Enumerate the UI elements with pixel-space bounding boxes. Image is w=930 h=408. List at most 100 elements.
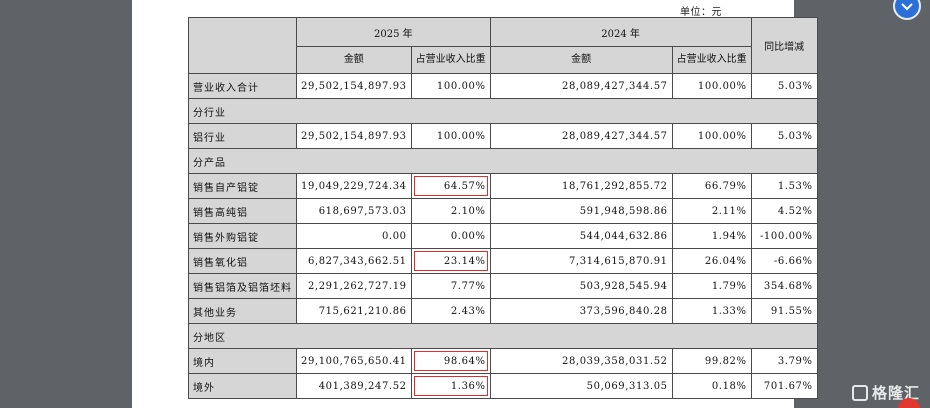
amount-2025-cell: 29,502,154,897.93 [296, 123, 412, 149]
section-label: 分行业 [188, 98, 818, 124]
yoy-cell: 701.67% [750, 373, 818, 399]
highlighted-share-value: 98.64% [443, 355, 486, 367]
section-label: 分产品 [188, 148, 818, 174]
row-label: 销售氧化铝 [188, 248, 297, 274]
amount-2024-cell: 50,069,313.05 [489, 373, 673, 399]
scroll-arrow-icon [901, 3, 913, 11]
amount-2025-cell: 6,827,343,662.51 [296, 248, 412, 274]
share-2025-cell: 23.14% [410, 248, 491, 274]
table-row: 销售自产铝锭 19,049,229,724.34 64.57% 18,761,292,… [188, 173, 818, 199]
highlight-box [413, 176, 488, 196]
row-label: 其他业务 [188, 298, 297, 324]
highlight-box [413, 376, 488, 396]
header-share-2025: 占营业收入比重 [410, 46, 491, 74]
share-2024-cell: 1.79% [671, 273, 752, 299]
amount-2025-cell: 19,049,229,724.34 [296, 173, 412, 199]
amount-2024-cell: 28,089,427,344.57 [489, 73, 673, 99]
share-2024-cell: 2.11% [671, 198, 752, 224]
header-year-2024: 2024 年 [489, 17, 752, 47]
table-row: 境内 29,100,765,650.41 98.64% 28,039,358,031.… [188, 348, 818, 374]
section-label: 分地区 [188, 323, 818, 349]
share-2024-cell: 66.79% [671, 173, 752, 199]
section-row: 分产品 [188, 148, 818, 174]
row-label: 境内 [188, 348, 297, 374]
amount-2024-cell: 28,089,427,344.57 [489, 123, 673, 149]
watermark-text: 格隆汇 [872, 384, 921, 402]
share-2024-cell: 100.00% [671, 73, 752, 99]
row-label: 营业收入合计 [188, 73, 297, 99]
highlighted-share-value: 64.57% [443, 180, 486, 192]
table-row: 铝行业 29,502,154,897.93 100.00% 28,089,427,34… [188, 123, 818, 149]
header-year-2025: 2025 年 [296, 17, 491, 47]
table-row: 其他业务 715,621,210.86 2.43% 373,596,840.28 1.3… [188, 298, 818, 324]
yoy-cell: 4.52% [750, 198, 818, 224]
yoy-cell: 5.03% [750, 73, 818, 99]
row-label: 销售高纯铝 [188, 198, 297, 224]
yoy-cell: -100.00% [750, 223, 818, 249]
yoy-cell: 3.79% [750, 348, 818, 374]
gelonghui-logo-icon [852, 384, 868, 401]
share-2025-cell: 64.57% [410, 173, 491, 199]
row-label: 境外 [188, 373, 297, 399]
unit-label: 单位：元 [680, 7, 722, 18]
share-2025-cell: 100.00% [410, 123, 491, 149]
header-share-2024: 占营业收入比重 [671, 46, 752, 74]
amount-2024-cell: 591,948,598.86 [489, 198, 673, 224]
table-row: 销售铝箔及铝箔坯料 2,291,262,727.19 7.77% 503,928,54… [188, 273, 818, 299]
header-amount-2025: 金额 [296, 46, 412, 74]
revenue-breakdown-table: 2025 年 2024 年 同比增减 金额 占营业收入比重 金额 占营业收入比重… [188, 17, 818, 399]
highlighted-share-value: 23.14% [443, 255, 486, 267]
share-2025-cell: 100.00% [410, 73, 491, 99]
amount-2025-cell: 715,621,210.86 [296, 298, 412, 324]
amount-2025-cell: 2,291,262,727.19 [296, 273, 412, 299]
amount-2025-cell: 29,502,154,897.93 [296, 73, 412, 99]
amount-2025-cell: 29,100,765,650.41 [296, 348, 412, 374]
row-label: 销售自产铝锭 [188, 173, 297, 199]
share-2024-cell: 1.94% [671, 223, 752, 249]
row-label: 销售外购铝锭 [188, 223, 297, 249]
share-2025-cell: 7.77% [410, 273, 491, 299]
amount-2025-cell: 0.00 [296, 223, 412, 249]
share-2025-cell: 2.43% [410, 298, 491, 324]
yoy-cell: 5.03% [750, 123, 818, 149]
amount-2024-cell: 503,928,545.94 [489, 273, 673, 299]
yoy-cell: 1.53% [750, 173, 818, 199]
share-2024-cell: 0.18% [671, 373, 752, 399]
amount-2025-cell: 618,697,573.03 [296, 198, 412, 224]
amount-2024-cell: 18,761,292,855.72 [489, 173, 673, 199]
table-row: 销售氧化铝 6,827,343,662.51 23.14% 7,314,615,870… [188, 248, 818, 274]
yoy-cell: -6.66% [750, 248, 818, 274]
share-2024-cell: 100.00% [671, 123, 752, 149]
yoy-cell: 354.68% [750, 273, 818, 299]
header-corner-cell [188, 17, 297, 74]
table-row: 销售高纯铝 618,697,573.03 2.10% 591,948,598.86 2.… [188, 198, 818, 224]
scroll-icon[interactable] [893, 0, 921, 20]
share-2024-cell: 1.33% [671, 298, 752, 324]
highlight-box [413, 251, 488, 271]
watermark: 格隆汇 [852, 382, 920, 403]
share-2025-cell: 2.10% [410, 198, 491, 224]
yoy-cell: 91.55% [750, 298, 818, 324]
table-row: 境外 401,389,247.52 1.36% 50,069,313.05 0.18% 7… [188, 373, 818, 399]
share-2025-cell: 1.36% [410, 373, 491, 399]
section-row: 分行业 [188, 98, 818, 124]
amount-2025-cell: 401,389,247.52 [296, 373, 412, 399]
share-2024-cell: 99.82% [671, 348, 752, 374]
header-amount-2024: 金额 [489, 46, 673, 74]
share-2025-cell: 98.64% [410, 348, 491, 374]
red-indicator-icon [898, 398, 920, 408]
amount-2024-cell: 28,039,358,031.52 [489, 348, 673, 374]
highlighted-share-value: 1.36% [450, 380, 486, 392]
share-2025-cell: 0.00% [410, 223, 491, 249]
header-yoy: 同比增减 [750, 17, 818, 74]
share-2024-cell: 26.04% [671, 248, 752, 274]
row-label: 铝行业 [188, 123, 297, 149]
highlight-box [413, 351, 488, 371]
table-row: 营业收入合计 29,502,154,897.93 100.00% 28,089,427… [188, 73, 818, 99]
section-row: 分地区 [188, 323, 818, 349]
amount-2024-cell: 373,596,840.28 [489, 298, 673, 324]
amount-2024-cell: 544,044,632.86 [489, 223, 673, 249]
row-label: 销售铝箔及铝箔坯料 [188, 273, 297, 299]
table-row: 销售外购铝锭 0.00 0.00% 544,044,632.86 1.94% -100.0… [188, 223, 818, 249]
